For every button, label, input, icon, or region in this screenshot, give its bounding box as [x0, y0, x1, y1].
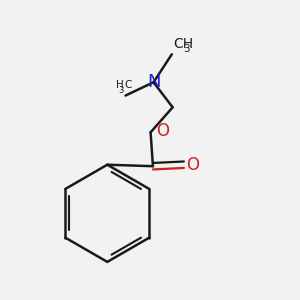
- Text: 3: 3: [184, 44, 190, 54]
- Text: N: N: [147, 73, 160, 91]
- Text: CH: CH: [173, 38, 193, 51]
- Text: O: O: [186, 156, 199, 174]
- Text: H: H: [116, 80, 124, 90]
- Text: O: O: [156, 122, 169, 140]
- Text: C: C: [125, 80, 132, 90]
- Text: 3: 3: [119, 85, 124, 94]
